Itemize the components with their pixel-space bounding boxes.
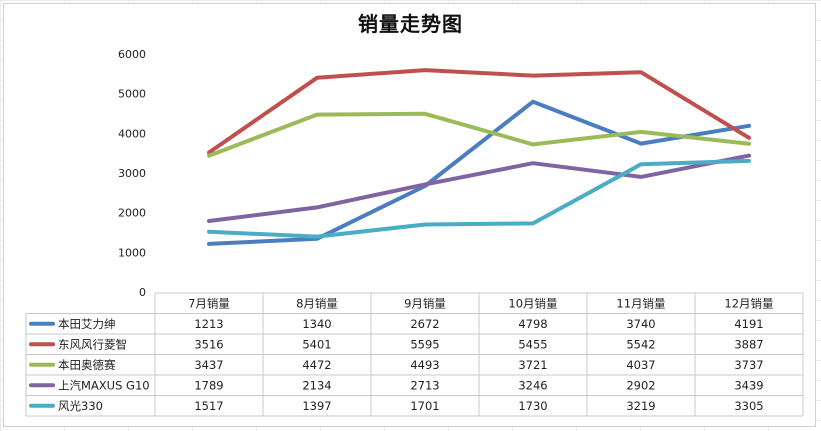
data-table-value: 4037: [626, 358, 655, 372]
data-table-value: 2672: [410, 317, 439, 331]
data-table-value: 4472: [302, 358, 331, 372]
series-line-1: [207, 68, 751, 155]
data-table-value: 1397: [302, 399, 331, 413]
series-line-2: [207, 111, 751, 158]
data-table-value: 3246: [518, 378, 547, 392]
y-axis: 0 1000 2000 3000 4000 5000 6000: [118, 48, 146, 299]
data-table-value: 3305: [734, 399, 763, 413]
legend-entry-1: 东风风行菱智: [58, 337, 127, 351]
series-lines: [207, 68, 751, 246]
data-table-value: 5595: [410, 337, 439, 351]
data-table-value: 4191: [734, 317, 763, 331]
x-category-label: 9月销量: [404, 296, 446, 310]
y-tick-label: 3000: [118, 167, 146, 180]
data-table-value: 1730: [518, 399, 547, 413]
series-line-0: [207, 99, 751, 246]
series-line-3: [207, 153, 751, 223]
data-table-value: 3516: [194, 337, 223, 351]
legend-entry-2: 本田奥德赛: [58, 358, 116, 372]
data-table-value: 2134: [302, 378, 331, 392]
legend-entry-0: 本田艾力绅: [58, 317, 116, 331]
data-table-value: 2902: [626, 378, 655, 392]
series-line-4: [207, 158, 751, 239]
legend-entry-3: 上汽MAXUS G10: [58, 378, 150, 392]
data-table-value: 4493: [410, 358, 439, 372]
chart-area[interactable]: [3, 3, 816, 427]
data-table-value: 3721: [518, 358, 547, 372]
x-category-label: 12月销量: [724, 296, 773, 310]
data-table-value: 1213: [194, 317, 223, 331]
x-category-label: 8月销量: [296, 296, 338, 310]
y-tick-label: 1000: [118, 246, 146, 259]
data-table-value: 1340: [302, 317, 331, 331]
data-table-value: 5455: [518, 337, 547, 351]
data-table-value: 2713: [410, 378, 439, 392]
data-table-value: 3437: [194, 358, 223, 372]
data-table-value: 3737: [734, 358, 763, 372]
data-table-value: 3219: [626, 399, 655, 413]
data-table-value: 1789: [194, 378, 223, 392]
legend-entry-4: 风光330: [58, 399, 103, 413]
data-table-value: 5542: [626, 337, 655, 351]
x-category-label: 10月销量: [508, 296, 557, 310]
data-table-value: 3887: [734, 337, 763, 351]
data-table-value: 4798: [518, 317, 547, 331]
data-table-value: 1517: [194, 399, 223, 413]
y-tick-label: 0: [139, 286, 146, 299]
data-table-value: 1701: [410, 399, 439, 413]
x-category-label: 7月销量: [188, 296, 230, 310]
y-tick-label: 2000: [118, 207, 146, 220]
chart-title: 销量走势图: [358, 12, 463, 36]
x-category-label: 11月销量: [616, 296, 665, 310]
data-table-value: 3740: [626, 317, 655, 331]
y-tick-label: 5000: [118, 88, 146, 101]
y-tick-label: 6000: [118, 48, 146, 61]
y-tick-label: 4000: [118, 127, 146, 140]
data-table-value: 3439: [734, 378, 763, 392]
data-table-value: 5401: [302, 337, 331, 351]
